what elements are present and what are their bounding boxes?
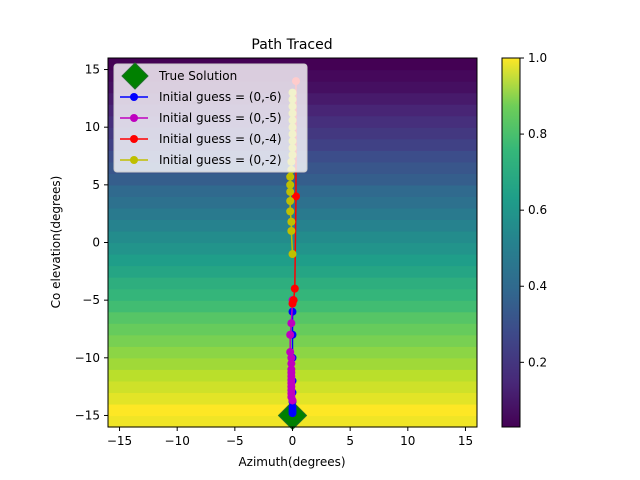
series-4-point bbox=[286, 207, 295, 216]
heatmap-cell bbox=[108, 288, 477, 301]
x-axis: −15 −10 −5 0 5 10 15 bbox=[107, 427, 473, 448]
x-tick-label: 15 bbox=[458, 434, 473, 448]
y-tick-label: 15 bbox=[85, 63, 100, 77]
legend: True Solution Initial guess = (0,-6) Initi… bbox=[113, 62, 308, 173]
legend-label: Initial guess = (0,-4) bbox=[159, 132, 282, 146]
series-3-point bbox=[288, 299, 297, 308]
series-4-point bbox=[286, 180, 295, 189]
legend-box bbox=[113, 63, 308, 173]
legend-label: Initial guess = (0,-5) bbox=[159, 111, 282, 125]
x-tick-label: −15 bbox=[107, 434, 132, 448]
colorbar: 0.2 0.4 0.6 0.8 1.0 bbox=[501, 51, 547, 428]
series-4-point bbox=[286, 172, 295, 181]
heatmap-cell bbox=[108, 265, 477, 278]
y-tick-label: −5 bbox=[82, 293, 100, 307]
series-2-point bbox=[287, 353, 296, 362]
series-4-point bbox=[287, 217, 296, 226]
heatmap-cell bbox=[108, 277, 477, 290]
series-2-point bbox=[287, 319, 296, 328]
colorbar-tick-label: 1.0 bbox=[528, 51, 547, 65]
x-axis-label: Azimuth(degrees) bbox=[238, 455, 345, 469]
legend-label: Initial guess = (0,-2) bbox=[159, 153, 282, 167]
colorbar-tick-label: 0.4 bbox=[528, 279, 547, 293]
series-4-point bbox=[287, 226, 296, 235]
chart-title: Path Traced bbox=[251, 37, 332, 53]
y-tick-label: −15 bbox=[75, 408, 100, 422]
series-4-point bbox=[286, 187, 295, 196]
heatmap-cell bbox=[108, 230, 477, 244]
y-axis-label: Co elevation(degrees) bbox=[49, 176, 63, 309]
series-2-point bbox=[288, 396, 297, 405]
series-4-point bbox=[288, 250, 297, 259]
x-tick-label: 5 bbox=[346, 434, 354, 448]
legend-marker bbox=[130, 114, 138, 122]
series-4-point bbox=[286, 196, 295, 205]
x-tick-label: 10 bbox=[400, 434, 415, 448]
series-2-point bbox=[287, 359, 296, 368]
colorbar-ticks: 0.2 0.4 0.6 0.8 1.0 bbox=[520, 51, 547, 369]
legend-label: True Solution bbox=[158, 69, 237, 83]
colorbar-tick-label: 0.6 bbox=[528, 203, 547, 217]
y-axis: −15 −10 −5 0 5 10 15 bbox=[75, 63, 108, 422]
heatmap-cell bbox=[108, 254, 477, 267]
legend-marker bbox=[130, 93, 138, 101]
legend-label: Initial guess = (0,-6) bbox=[159, 90, 282, 104]
legend-marker bbox=[121, 62, 149, 90]
colorbar-gradient bbox=[501, 57, 521, 428]
x-tick-label: 0 bbox=[289, 434, 297, 448]
legend-marker bbox=[130, 156, 138, 164]
y-tick-label: 10 bbox=[85, 120, 100, 134]
y-tick-label: 0 bbox=[92, 236, 100, 250]
series-1-point bbox=[288, 409, 297, 418]
x-tick-label: −10 bbox=[165, 434, 190, 448]
x-tick-label: −5 bbox=[226, 434, 244, 448]
legend-marker bbox=[130, 135, 138, 143]
colorbar-tick-label: 0.8 bbox=[528, 127, 547, 141]
y-tick-label: −10 bbox=[75, 351, 100, 365]
colorbar-tick-label: 0.2 bbox=[528, 355, 547, 369]
series-3-point bbox=[291, 192, 300, 201]
series-2-point bbox=[286, 330, 295, 339]
y-tick-label: 5 bbox=[92, 178, 100, 192]
series-3-point bbox=[290, 284, 299, 293]
